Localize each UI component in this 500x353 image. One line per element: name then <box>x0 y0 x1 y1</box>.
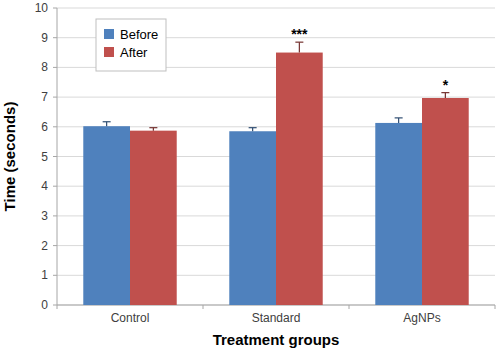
error-bar <box>295 42 303 52</box>
x-tick-label: Control <box>111 311 150 325</box>
y-tick-label: 3 <box>41 209 48 223</box>
error-cap <box>149 127 157 128</box>
y-tick-label: 10 <box>35 1 49 15</box>
y-tick-label: 7 <box>41 90 48 104</box>
chart-svg: 012345678910ControlStandardAgNPs****Trea… <box>0 0 500 353</box>
annotations: **** <box>291 26 448 92</box>
grid-line <box>57 8 495 9</box>
bar <box>83 126 130 305</box>
error-bar <box>249 128 257 132</box>
y-tick-label: 0 <box>41 298 48 312</box>
x-tick-label: AgNPs <box>403 311 440 325</box>
y-tick-label: 8 <box>41 60 48 74</box>
y-tick <box>53 275 57 276</box>
error-bar <box>149 128 157 131</box>
bar <box>229 131 276 305</box>
y-tick <box>53 8 57 9</box>
legend-swatch <box>104 47 114 57</box>
y-tick <box>53 186 57 187</box>
significance-label: * <box>443 77 449 93</box>
y-tick-label: 2 <box>41 239 48 253</box>
y-tick-label: 9 <box>41 31 48 45</box>
x-tick <box>349 305 350 309</box>
y-tick <box>53 305 57 306</box>
y-tick <box>53 97 57 98</box>
error-bar <box>103 122 111 126</box>
error-cap <box>249 127 257 128</box>
plot-area <box>83 42 468 305</box>
bar <box>422 98 469 305</box>
bar <box>276 53 323 305</box>
legend-box <box>96 19 166 71</box>
error-bar <box>441 93 449 98</box>
y-tick-label: 4 <box>41 179 48 193</box>
x-tick <box>203 305 204 309</box>
y-tick <box>53 215 57 216</box>
bar <box>130 131 177 305</box>
error-stem <box>299 42 300 52</box>
x-tick <box>57 305 58 309</box>
x-axis-title: Treatment groups <box>213 331 340 348</box>
y-tick <box>53 126 57 127</box>
error-stem <box>445 93 446 98</box>
legend-label: After <box>120 45 148 60</box>
y-tick-label: 6 <box>41 120 48 134</box>
y-tick <box>53 67 57 68</box>
y-tick-label: 5 <box>41 150 48 164</box>
x-tick <box>495 305 496 309</box>
y-axis <box>57 8 58 305</box>
error-bar <box>395 118 403 123</box>
legend-swatch <box>104 29 114 39</box>
significance-label: *** <box>291 26 308 42</box>
legend: Before After <box>96 19 166 71</box>
y-tick <box>53 156 57 157</box>
bar <box>375 123 422 305</box>
x-tick-label: Standard <box>252 311 301 325</box>
chart-container: 012345678910ControlStandardAgNPs****Trea… <box>0 0 500 353</box>
error-cap <box>395 117 403 118</box>
y-tick <box>53 37 57 38</box>
y-axis-title: Time (seconds) <box>1 102 18 212</box>
y-tick <box>53 245 57 246</box>
legend-label: Before <box>120 27 158 42</box>
error-cap <box>103 121 111 122</box>
y-tick-label: 1 <box>41 268 48 282</box>
error-stem <box>106 122 107 126</box>
error-stem <box>398 118 399 123</box>
